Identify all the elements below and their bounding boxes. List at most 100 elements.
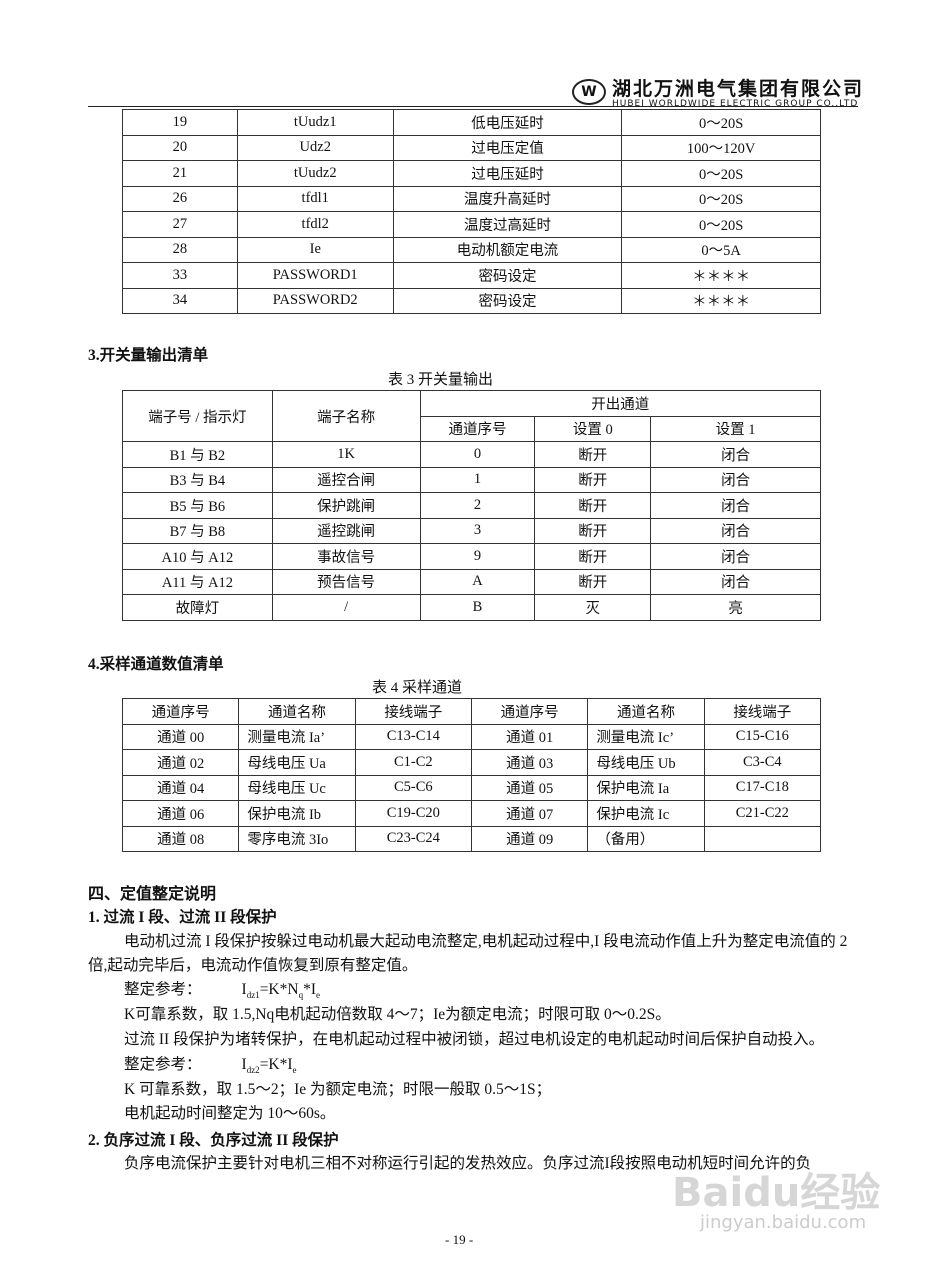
column-header: 通道序号 (121, 698, 240, 725)
table-cell: 通道 06 (121, 800, 240, 827)
table-cell: 保护电流 Ib (238, 800, 356, 827)
table-cell: C17-C18 (703, 774, 822, 801)
table-cell: 通道 01 (470, 723, 589, 750)
table-cell: B3 与 B4 (122, 466, 273, 493)
table-cell: B (419, 594, 536, 621)
table-row: A11 与 A12 预告信号 A 断开 闭合 (122, 568, 821, 595)
table-cell: A (419, 568, 536, 595)
company-name-en: HUBEI WORLDWIDE ELECTRIC GROUP CO.,LTD (612, 99, 859, 109)
table-3-caption: 表 3 开关量输出 (388, 372, 494, 388)
table-cell: 100～120V (621, 134, 821, 161)
table-row: 20 Udz2 过电压定值 100～120V (122, 134, 821, 161)
table-cell: 闭合 (650, 543, 821, 570)
table-row: 19 tUudz1 低电压延时 0～20S (122, 109, 821, 136)
table-cell: 保护跳闸 (271, 492, 421, 519)
table-cell: B5 与 B6 (122, 492, 273, 519)
paragraph-2: 负序电流保护主要针对电机三相不对称运行引起的发热效应。负序过流I段按照电动机短时… (124, 1155, 812, 1172)
table-row: B7 与 B8 遥控跳闸 3 断开 闭合 (122, 517, 821, 544)
section-4-heading: 4.采样通道数值清单 (88, 656, 224, 673)
table-cell: 母线电压 Ub (587, 749, 705, 776)
table-cell: C15-C16 (703, 723, 822, 750)
chapter-heading: 四、定值整定说明 (88, 886, 217, 903)
reference-1: 整定参考： Idz1=K*Nq*Ie (124, 981, 320, 1001)
table-cell: 过电压定值 (392, 134, 623, 161)
table-cell: 2 (419, 492, 536, 519)
table-row: 通道 04 母线电压 Uc C5-C6 通道 05 保护电流 Ia C17-C18 (121, 774, 822, 801)
column-header: 通道序号 (470, 698, 589, 725)
table-cell: 通道 03 (470, 749, 589, 776)
table-row: 通道 00 测量电流 Ia’ C13-C14 通道 01 测量电流 Ic’ C15-C16 (121, 723, 822, 750)
table-cell: 测量电流 Ia’ (238, 723, 356, 750)
column-header: 通道名称 (238, 698, 356, 725)
table-cell: 密码设定 (392, 262, 623, 289)
section-3-heading: 3.开关量输出清单 (88, 347, 209, 364)
table-cell: 断开 (534, 517, 652, 544)
table-cell: 灭 (534, 594, 652, 621)
table-row: B3 与 B4 遥控合闸 1 断开 闭合 (122, 466, 821, 493)
table-cell: 遥控合闸 (271, 466, 421, 493)
table-cell: tfdl2 (236, 211, 394, 238)
table-cell: 通道 02 (121, 749, 240, 776)
table-cell: C19-C20 (354, 800, 472, 827)
column-header: 接线端子 (703, 698, 822, 725)
header-set1: 设置 1 (650, 415, 821, 442)
table-cell: 断开 (534, 543, 652, 570)
page-number: - 19 - (445, 1232, 474, 1247)
reference-2: 整定参考： Idz2=K*Ie (124, 1056, 297, 1076)
table-cell: 闭合 (650, 466, 821, 493)
table-cell: 33 (122, 262, 238, 289)
table-cell: 20 (122, 134, 238, 161)
table-row: 通道 02 母线电压 Ua C1-C2 通道 03 母线电压 Ub C3-C4 (121, 749, 822, 776)
table-cell: ＊＊＊＊ (621, 262, 821, 289)
table-cell: 测量电流 Ic’ (587, 723, 705, 750)
line-1: K可靠系数，取 1.5,Nq电机起动倍数取 4～7；Ie为额定电流；时限可取 0… (124, 1006, 671, 1023)
table-cell: 通道 05 (470, 774, 589, 801)
table-cell: 闭合 (650, 441, 821, 468)
table-cell: 0～20S (621, 185, 821, 212)
header-terminal: 端子号 / 指示灯 (122, 390, 273, 442)
table-cell: 通道 00 (121, 723, 240, 750)
table-row: 故障灯 / B 灭亮 (122, 594, 821, 621)
table-cell: PASSWORD1 (236, 262, 394, 289)
table-cell: 温度过高延时 (392, 211, 623, 238)
table-cell: A10 与 A12 (122, 543, 273, 570)
table-cell: B1 与 B2 (122, 441, 273, 468)
table-row: B5 与 B6 保护跳闸 2 断开 闭合 (122, 492, 821, 519)
table-row: 26 tfdl1 温度升高延时 0～20S (122, 185, 821, 212)
table-cell: 断开 (534, 568, 652, 595)
table-cell: 预告信号 (271, 568, 421, 595)
table-cell: 事故信号 (271, 543, 421, 570)
table-row: 33 PASSWORD1 密码设定 ＊＊＊＊ (122, 262, 821, 289)
table-cell: Udz2 (236, 134, 394, 161)
table-row: 21 tUudz2 过电压延时 0～20S (122, 160, 821, 187)
table-cell: 0～20S (621, 211, 821, 238)
table-cell: ＊＊＊＊ (621, 287, 821, 314)
table-cell: 通道 08 (121, 825, 240, 852)
table-cell: C5-C6 (354, 774, 472, 801)
table-cell: 通道 09 (470, 825, 589, 852)
table-cell: C23-C24 (354, 825, 472, 852)
table-cell: Ie (236, 236, 394, 263)
table-cell: A11 与 A12 (122, 568, 273, 595)
column-header: 接线端子 (354, 698, 472, 725)
table-cell: C1-C2 (354, 749, 472, 776)
table-cell: 保护电流 Ia (587, 774, 705, 801)
table-cell: 零序电流 3Io (238, 825, 356, 852)
reference-label: 整定参考： (124, 1056, 202, 1073)
header-channel: 通道序号 (419, 415, 536, 442)
table-cell: 通道 04 (121, 774, 240, 801)
reference-label: 整定参考： (124, 981, 202, 998)
table-cell: 26 (122, 185, 238, 212)
table-cell: 电动机额定电流 (392, 236, 623, 263)
table-cell: 21 (122, 160, 238, 187)
table-cell: （备用） (587, 825, 705, 852)
table-cell: 低电压延时 (392, 109, 623, 136)
header-output-channel: 开出通道 (419, 390, 822, 417)
table-cell: 温度升高延时 (392, 185, 623, 212)
table-cell: 过电压延时 (392, 160, 623, 187)
table-cell: 母线电压 Uc (238, 774, 356, 801)
table-cell: tUudz2 (236, 160, 394, 187)
table-cell: 故障灯 (122, 594, 273, 621)
table-cell: 1K (271, 441, 421, 468)
